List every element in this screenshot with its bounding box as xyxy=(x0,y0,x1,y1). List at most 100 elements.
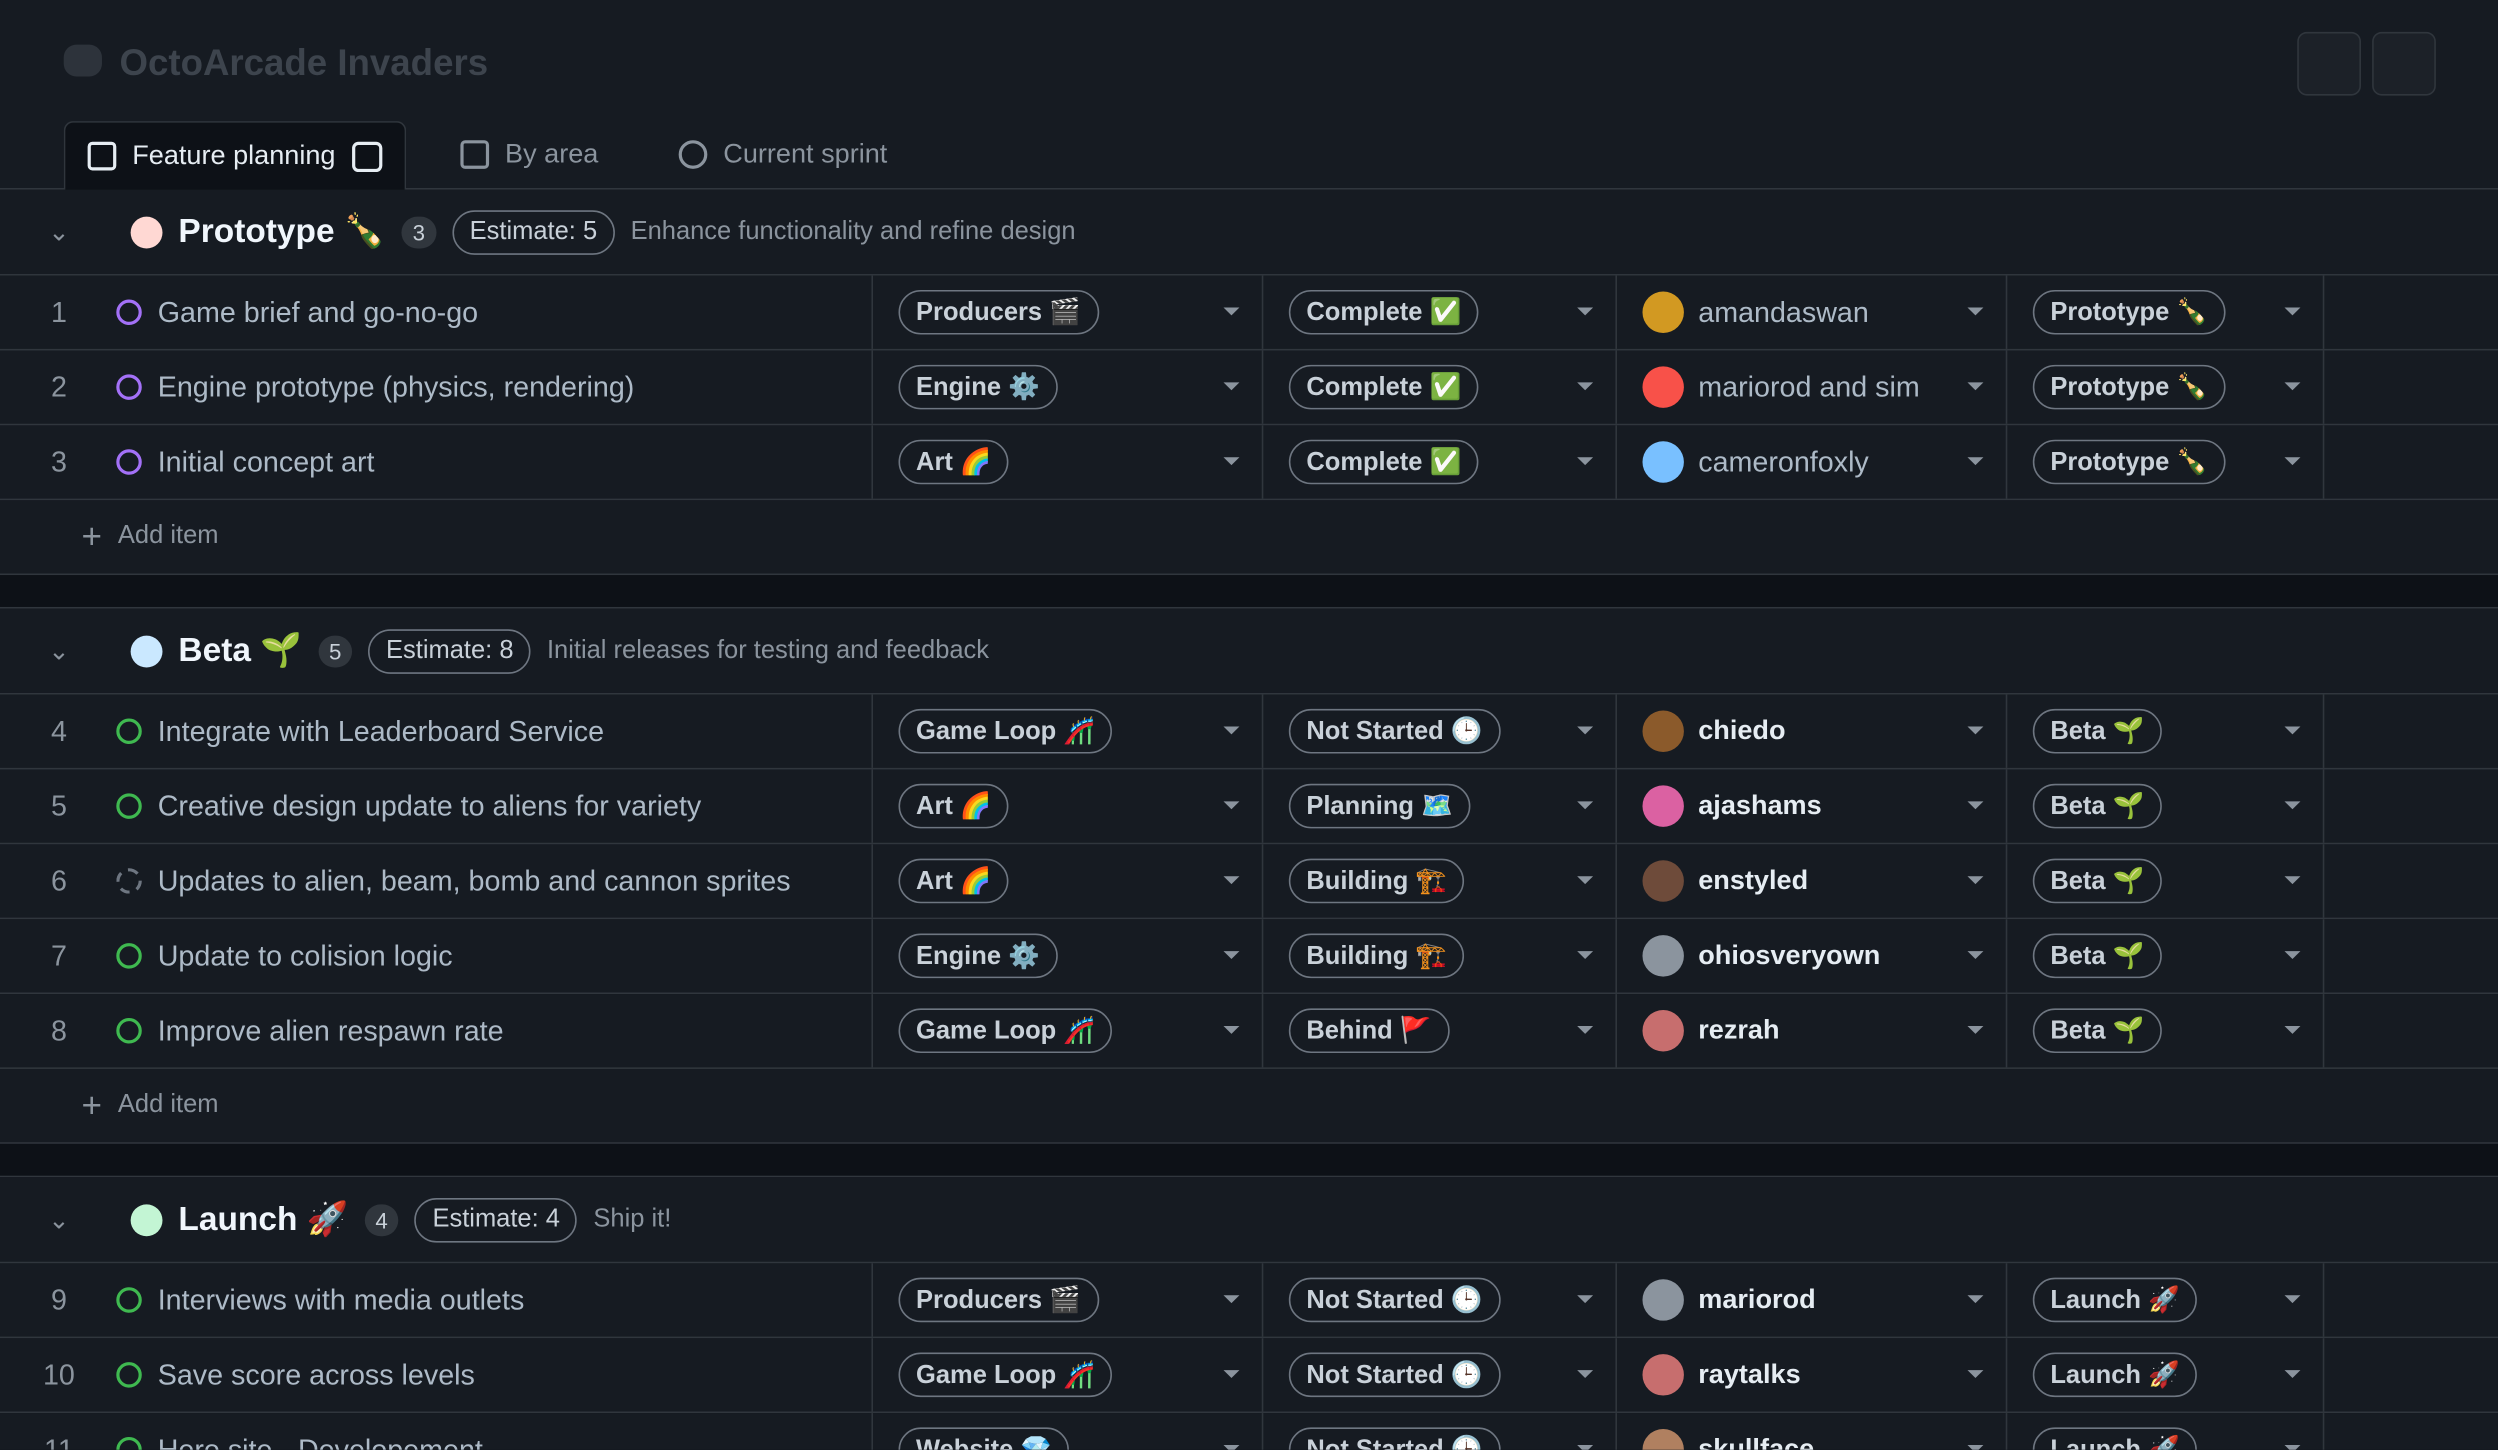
iteration-cell[interactable]: Beta 🌱 xyxy=(2007,994,2325,1068)
dropdown-arrow[interactable] xyxy=(1223,1444,1240,1450)
item-title[interactable]: Creative design update to aliens for var… xyxy=(157,789,702,822)
team-cell[interactable]: Engine ⚙️ xyxy=(873,350,1264,424)
team-cell[interactable]: Engine ⚙️ xyxy=(873,919,1264,993)
collapse-toggle[interactable]: ⌄ xyxy=(48,1206,70,1234)
item-row[interactable]: 5 Creative design update to aliens for va… xyxy=(0,769,2498,845)
dropdown-arrow[interactable] xyxy=(1223,876,1240,892)
dropdown-arrow[interactable] xyxy=(1223,951,1240,967)
dropdown-arrow[interactable] xyxy=(1223,307,1240,323)
dropdown-arrow[interactable] xyxy=(1223,726,1240,742)
iteration-cell[interactable]: Prototype 🍾 xyxy=(2007,350,2325,424)
team-cell[interactable]: Art 🌈 xyxy=(873,769,1264,843)
dropdown-arrow[interactable] xyxy=(1967,1025,1984,1042)
dropdown-arrow[interactable] xyxy=(2284,1370,2301,1386)
item-row[interactable]: 9 Interviews with media outlets Producers … xyxy=(0,1263,2498,1339)
dropdown-arrow[interactable] xyxy=(2284,307,2301,323)
team-cell[interactable]: Game Loop 🎢 xyxy=(873,1338,1264,1412)
team-cell[interactable]: Producers 🎬 xyxy=(873,1263,1264,1337)
view-tab[interactable]: By area xyxy=(460,121,598,188)
dropdown-arrow[interactable] xyxy=(1577,382,1594,398)
assignee-cell[interactable]: skullface xyxy=(1617,1413,2008,1450)
dropdown-arrow[interactable] xyxy=(1577,1444,1594,1450)
dropdown-arrow[interactable] xyxy=(2284,382,2301,398)
add-item[interactable]: + Add item xyxy=(0,1068,2498,1144)
dropdown-arrow[interactable] xyxy=(2284,1295,2301,1311)
dropdown-arrow[interactable] xyxy=(1577,307,1594,323)
assignee-cell[interactable]: cameronfoxly xyxy=(1617,425,2008,499)
dropdown-arrow[interactable] xyxy=(1967,726,1984,742)
status-cell[interactable]: Planning 🗺️ xyxy=(1263,769,1617,843)
add-item[interactable]: + Add item xyxy=(0,500,2498,576)
dropdown-arrow[interactable] xyxy=(1577,801,1594,817)
item-row[interactable]: 3 Initial concept art Art 🌈 Complete ✅ camer… xyxy=(0,425,2498,501)
dropdown-arrow[interactable] xyxy=(1223,1370,1240,1386)
dropdown-arrow[interactable] xyxy=(1967,1444,1984,1450)
group-header[interactable]: ⌄ Beta 🌱 5 Estimate: 8 Initial releases for … xyxy=(0,608,2498,695)
dropdown-arrow[interactable] xyxy=(1967,1370,1984,1386)
item-row[interactable]: 8 Improve alien respawn rate Game Loop 🎢 Be… xyxy=(0,994,2498,1069)
dropdown-arrow[interactable] xyxy=(1223,1295,1240,1311)
item-title[interactable]: Engine prototype (physics, rendering) xyxy=(157,370,635,403)
iteration-cell[interactable]: Beta 🌱 xyxy=(2007,769,2325,843)
status-cell[interactable]: Building 🏗️ xyxy=(1263,844,1617,918)
iteration-cell[interactable]: Beta 🌱 xyxy=(2007,919,2325,993)
dropdown-arrow[interactable] xyxy=(1223,382,1240,398)
item-row[interactable]: 10 Save score across levels Game Loop 🎢 Not… xyxy=(0,1338,2498,1414)
assignee-cell[interactable]: mariorod and sim xyxy=(1617,350,2008,424)
assignee-cell[interactable]: amandaswan xyxy=(1617,275,2008,349)
dropdown-arrow[interactable] xyxy=(1577,876,1594,892)
item-row[interactable]: 1 Game brief and go-no-go Producers 🎬 Compl… xyxy=(0,275,2498,351)
status-cell[interactable]: Complete ✅ xyxy=(1263,350,1617,424)
dropdown-arrow[interactable] xyxy=(1577,726,1594,742)
dropdown-arrow[interactable] xyxy=(1577,951,1594,967)
dropdown-arrow[interactable] xyxy=(2284,801,2301,817)
dropdown-arrow[interactable] xyxy=(2284,1025,2301,1042)
assignee-cell[interactable]: ajashams xyxy=(1617,769,2008,843)
dropdown-arrow[interactable] xyxy=(1223,801,1240,817)
settings-button[interactable] xyxy=(2297,31,2361,96)
dropdown-arrow[interactable] xyxy=(1967,1295,1984,1311)
iteration-cell[interactable]: Prototype 🍾 xyxy=(2007,275,2325,349)
dropdown-arrow[interactable] xyxy=(2284,876,2301,892)
item-title[interactable]: Save score across levels xyxy=(157,1358,475,1390)
assignee-cell[interactable]: rezrah xyxy=(1617,994,2008,1068)
status-cell[interactable]: Not Started 🕒 xyxy=(1263,1263,1617,1337)
status-cell[interactable]: Not Started 🕒 xyxy=(1263,694,1617,768)
item-row[interactable]: 4 Integrate with Leaderboard Service Game … xyxy=(0,694,2498,770)
group-header[interactable]: ⌄ Launch 🚀 4 Estimate: 4 Ship it! xyxy=(0,1177,2498,1264)
dropdown-arrow[interactable] xyxy=(1577,1295,1594,1311)
dropdown-arrow[interactable] xyxy=(1577,457,1594,473)
iteration-cell[interactable]: Prototype 🍾 xyxy=(2007,425,2325,499)
group-header[interactable]: ⌄ Prototype 🍾 3 Estimate: 5 Enhance function… xyxy=(0,189,2498,276)
iteration-cell[interactable]: Launch 🚀 xyxy=(2007,1413,2325,1450)
dropdown-arrow[interactable] xyxy=(1967,876,1984,892)
item-row[interactable]: 11 Hero site - Developement Website 💎 Not S… xyxy=(0,1413,2498,1450)
team-cell[interactable]: Producers 🎬 xyxy=(873,275,1264,349)
status-cell[interactable]: Not Started 🕒 xyxy=(1263,1338,1617,1412)
status-cell[interactable]: Behind 🚩 xyxy=(1263,994,1617,1068)
dropdown-arrow[interactable] xyxy=(1967,307,1984,323)
dropdown-arrow[interactable] xyxy=(2284,457,2301,473)
assignee-cell[interactable]: raytalks xyxy=(1617,1338,2008,1412)
status-cell[interactable]: Complete ✅ xyxy=(1263,425,1617,499)
iteration-cell[interactable]: Beta 🌱 xyxy=(2007,694,2325,768)
item-row[interactable]: 6 Updates to alien, beam, bomb and cannon… xyxy=(0,844,2498,920)
view-tab[interactable]: Current sprint xyxy=(678,121,887,188)
collapse-toggle[interactable]: ⌄ xyxy=(48,638,70,666)
dropdown-arrow[interactable] xyxy=(1967,457,1984,473)
assignee-cell[interactable]: ohiosveryown xyxy=(1617,919,2008,993)
status-cell[interactable]: Building 🏗️ xyxy=(1263,919,1617,993)
item-title[interactable]: Interviews with media outlets xyxy=(157,1283,525,1316)
assignee-cell[interactable]: enstyled xyxy=(1617,844,2008,918)
item-title[interactable]: Hero site - Developement xyxy=(157,1432,483,1450)
team-cell[interactable]: Art 🌈 xyxy=(873,844,1264,918)
team-cell[interactable]: Game Loop 🎢 xyxy=(873,694,1264,768)
view-tab[interactable]: Feature planning xyxy=(63,121,406,190)
dropdown-arrow[interactable] xyxy=(2284,951,2301,967)
dropdown-arrow[interactable] xyxy=(1967,951,1984,967)
item-title[interactable]: Improve alien respawn rate xyxy=(157,1014,504,1046)
dropdown-arrow[interactable] xyxy=(2284,1444,2301,1450)
team-cell[interactable]: Art 🌈 xyxy=(873,425,1264,499)
item-row[interactable]: 7 Update to colision logic Engine ⚙️ Buildi… xyxy=(0,919,2498,995)
team-cell[interactable]: Website 💎 xyxy=(873,1413,1264,1450)
